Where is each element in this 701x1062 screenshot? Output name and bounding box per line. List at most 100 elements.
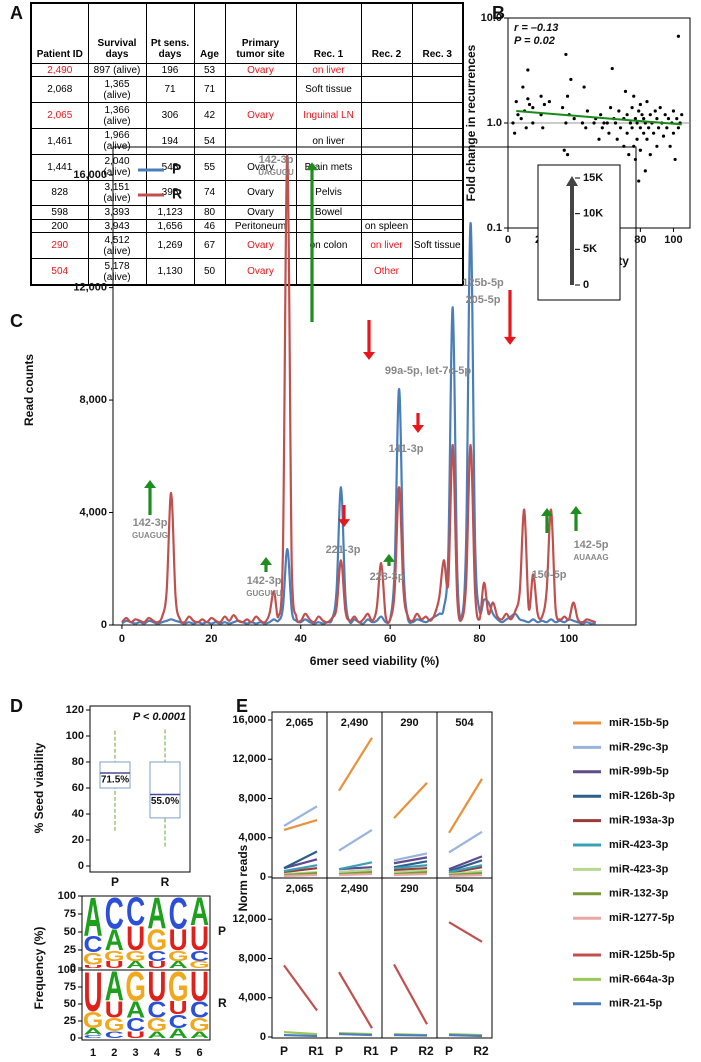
point [615, 137, 619, 141]
table-row: 200 3,943 1,656 46 Peritoneum on spleen [30, 218, 464, 234]
y-tick-label: 25 [64, 1015, 76, 1027]
table-cell: 2,068 [30, 76, 89, 104]
panel-label: D [10, 696, 23, 716]
panel-frame [381, 877, 438, 1039]
change-arrow-head [504, 336, 516, 345]
slope-line [283, 805, 318, 827]
point [642, 131, 646, 135]
change-arrow-head [363, 351, 375, 360]
p-value: P < 0.0001 [133, 711, 186, 723]
panel-frame [436, 711, 493, 879]
logo-letter: C [147, 997, 166, 1023]
x-tick-label: R1 [363, 1044, 379, 1058]
slope-line [338, 737, 373, 792]
y-tick-label: 25 [64, 944, 76, 956]
y-tick-label: 0.1 [487, 222, 502, 234]
x-tick-label: 0 [119, 633, 125, 645]
point [627, 153, 631, 157]
slope-line [338, 971, 373, 1029]
slope-line [448, 864, 483, 874]
table-cell [411, 179, 464, 207]
logo-letter: G [147, 1014, 168, 1035]
panel-title: 504 [455, 883, 474, 895]
logo-letter: A [105, 924, 124, 957]
panel-title: 2,065 [286, 717, 314, 729]
point [599, 113, 603, 117]
y-tick-label: 12,000 [232, 753, 266, 765]
point [602, 121, 606, 125]
y-tick-label: 50 [64, 926, 76, 938]
logo-letter: U [83, 964, 102, 969]
point [617, 109, 621, 113]
panel-label: E [236, 696, 248, 716]
panel-title: 2,490 [341, 717, 369, 729]
point [653, 109, 657, 113]
slope-line [338, 870, 373, 876]
point [656, 126, 661, 130]
y-axis-label: Norm reads [236, 844, 250, 911]
legend-label: P [172, 161, 181, 177]
panel-label: A [10, 3, 23, 23]
point [661, 134, 666, 138]
patient-table: Patient ID Survival days Pt sens. days Age P… [30, 2, 464, 286]
point [618, 126, 623, 130]
logo-letter: G [104, 948, 125, 965]
table-cell [224, 76, 297, 104]
logo-letter: U [105, 997, 124, 1023]
point [665, 126, 669, 130]
table-cell [411, 258, 464, 286]
point [652, 131, 656, 135]
logo-letter: A [126, 960, 145, 971]
point [637, 109, 641, 113]
logo-letter: G [168, 963, 189, 1010]
panel-label: C [10, 311, 23, 331]
y-tick-label: 120 [66, 704, 84, 716]
table-cell: 50 [193, 258, 226, 286]
logo-letter: C [105, 1030, 124, 1040]
slope-line [393, 860, 428, 869]
table-row: 290 4,512 (alive) 1,269 67 Ovary on colon on l… [30, 232, 464, 260]
y-tick-label: 16,000 [73, 169, 107, 181]
slope-line [393, 852, 428, 862]
slope-line [393, 870, 428, 876]
peak-label: 125b-5p [462, 277, 504, 289]
table-cell: 3,151 (alive) [87, 179, 147, 207]
logo-letter: A [190, 1030, 209, 1040]
point [526, 97, 530, 101]
point [565, 94, 570, 98]
slope-line [448, 830, 483, 854]
x-tick-label: P [280, 1044, 288, 1058]
logo-letter: G [104, 1014, 125, 1035]
slope-line [448, 859, 483, 873]
point [564, 52, 568, 57]
row-label: P [218, 924, 226, 938]
y-tick-label: 8,000 [238, 952, 266, 964]
table-row: 1,441 2,040 (alive) 545 55 Ovary Brain mets [30, 153, 464, 181]
panel-frame [271, 711, 328, 879]
y-tick-label: 80 [72, 756, 84, 768]
point [561, 106, 565, 110]
table-cell: on liver [295, 62, 362, 78]
logo-letter: A [105, 963, 124, 1010]
slope-line [283, 858, 318, 870]
legend-label: miR-1277-5p [609, 912, 675, 924]
x-tick-label: 80 [473, 633, 485, 645]
table-cell: 1,461 [30, 128, 89, 155]
point [630, 126, 634, 130]
legend-label: miR-664a-3p [609, 973, 675, 985]
point [605, 121, 609, 125]
legend-label: miR-29c-3p [609, 741, 669, 753]
logo-letter: A [169, 960, 188, 971]
trend-line [516, 110, 682, 126]
legend-label: miR-126b-3p [609, 790, 675, 802]
slope-line [393, 856, 428, 865]
logo-letter: U [169, 924, 188, 957]
point [648, 113, 652, 117]
point [676, 34, 681, 38]
peak-label: GUAGUG [132, 531, 168, 540]
point [542, 102, 547, 107]
point [668, 144, 672, 148]
point [584, 126, 588, 130]
panel-label: B [492, 3, 505, 23]
